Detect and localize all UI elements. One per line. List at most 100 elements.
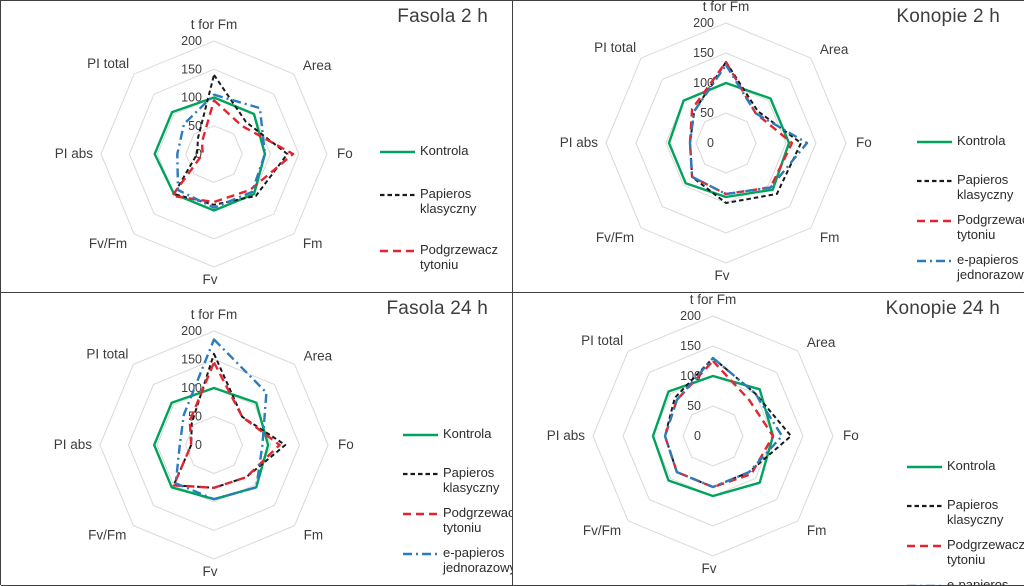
legend-label: Papieros klasyczny: [420, 186, 477, 216]
svg-text:PI abs: PI abs: [560, 135, 599, 150]
legend-label: Podgrzewacz tytoniu: [947, 537, 1024, 567]
legend: Kontrola Papieros klasyczny Podgrzewacz …: [402, 426, 513, 585]
legend: Kontrola Papieros klasyczny Podgrzewacz …: [379, 143, 512, 292]
legend-line-podgrzewacz-icon: [380, 249, 415, 253]
svg-text:50: 50: [188, 119, 202, 133]
svg-text:200: 200: [693, 16, 714, 30]
legend: Kontrola Papieros klasyczny Podgrzewacz …: [916, 133, 1024, 292]
legend: Kontrola Papieros klasyczny Podgrzewacz …: [906, 458, 1024, 586]
svg-text:PI total: PI total: [87, 56, 129, 71]
legend-line-papieros-icon: [403, 472, 438, 476]
series-line-e_papieros: [688, 63, 809, 196]
series-line-e_papieros: [663, 356, 784, 489]
legend-label: Papieros klasyczny: [443, 465, 500, 495]
svg-text:PI total: PI total: [581, 333, 623, 348]
series-line-kontrola: [152, 386, 270, 501]
panel-konopie-2h: 0 50 100 150 200 t for Fm Area Fo Fm Fv Fv/Fm PI ab…: [513, 1, 1024, 293]
legend-label: Podgrzewacz tytoniu: [420, 242, 499, 272]
svg-text:Fv: Fv: [203, 564, 218, 579]
svg-text:Fo: Fo: [337, 146, 353, 161]
svg-text:150: 150: [181, 62, 202, 76]
grid-rings: [592, 315, 834, 557]
axis-labels: t for Fm Area Fo Fm Fv Fv/Fm PI abs PI total: [54, 307, 354, 579]
svg-text:Fo: Fo: [856, 135, 872, 150]
svg-text:PI abs: PI abs: [55, 146, 94, 161]
series-line-podgrzewacz: [172, 361, 281, 490]
svg-text:Fv/Fm: Fv/Fm: [89, 236, 127, 251]
legend-item: Papieros klasyczny: [379, 186, 512, 216]
legend-label: Papieros klasyczny: [957, 172, 1014, 202]
radar-chart-konopie-2h: 0 50 100 150 200 t for Fm Area Fo Fm Fv Fv/Fm PI ab…: [560, 1, 872, 283]
legend-item: Podgrzewacz tytoniu: [402, 505, 512, 535]
legend-item: Papieros klasyczny: [402, 465, 512, 495]
panel-title: Konopie 24 h: [885, 298, 1000, 319]
legend-item: Podgrzewacz tytoniu: [379, 242, 512, 272]
legend-item: Kontrola: [379, 143, 512, 160]
series-line-podgrzewacz: [688, 60, 794, 196]
svg-text:Fm: Fm: [303, 236, 323, 251]
legend-label: Kontrola: [420, 143, 469, 158]
panel-konopie-24h: 0 50 100 150 200 t for Fm Area Fo Fm Fv Fv/Fm PI ab…: [513, 293, 1024, 586]
svg-text:Fv/Fm: Fv/Fm: [596, 230, 634, 245]
svg-text:100: 100: [693, 76, 714, 90]
legend-line-kontrola-icon: [907, 465, 942, 469]
legend-line-kontrola-icon: [917, 140, 952, 144]
legend-item: Papieros klasyczny: [906, 497, 1024, 527]
svg-text:100: 100: [181, 381, 202, 395]
legend-item: Kontrola: [916, 133, 1024, 150]
svg-text:Area: Area: [304, 348, 333, 363]
axis-labels: t for Fm Area Fo Fm Fv Fv/Fm PI abs PI total: [547, 293, 859, 576]
svg-text:Fo: Fo: [338, 437, 354, 452]
axis-labels: t for Fm Area Fo Fm Fv Fv/Fm PI abs PI total: [560, 1, 872, 283]
svg-text:200: 200: [680, 309, 701, 323]
legend-label: e-papieros jednorazowy: [957, 252, 1024, 282]
svg-text:Fv/Fm: Fv/Fm: [88, 528, 126, 543]
legend-line-papieros-icon: [380, 193, 415, 197]
svg-text:Area: Area: [807, 335, 836, 350]
legend-label: Podgrzewacz tytoniu: [443, 505, 512, 535]
legend-line-podgrzewacz-icon: [907, 544, 942, 548]
legend-item: e-papieros jednorazowy: [402, 545, 513, 575]
legend-item: Kontrola: [906, 458, 1024, 475]
svg-text:Fv/Fm: Fv/Fm: [583, 523, 621, 538]
legend-label: Kontrola: [957, 133, 1006, 148]
svg-text:PI total: PI total: [86, 346, 128, 361]
svg-text:150: 150: [693, 46, 714, 60]
legend-label: e-papieros jednorazowy: [443, 545, 513, 575]
legend-item: Podgrzewacz tytoniu: [916, 212, 1024, 242]
svg-text:Fv: Fv: [702, 561, 717, 576]
axis-labels: t for Fm Area Fo Fm Fv Fv/Fm PI abs PI total: [55, 17, 353, 287]
svg-text:150: 150: [680, 339, 701, 353]
svg-text:Fm: Fm: [304, 528, 324, 543]
legend-line-podgrzewacz-icon: [917, 219, 952, 223]
legend-label: Podgrzewacz tytoniu: [957, 212, 1024, 242]
legend-item: Papieros klasyczny: [916, 172, 1024, 202]
svg-text:50: 50: [700, 106, 714, 120]
panel-title: Fasola 2 h: [397, 6, 488, 27]
svg-text:PI total: PI total: [594, 40, 636, 55]
legend-line-papieros-icon: [917, 179, 952, 183]
radar-chart-fasola-24h: 0 50 100 150 200 t for Fm Area Fo Fm Fv Fv/Fm PI ab…: [54, 307, 354, 579]
svg-text:Area: Area: [820, 42, 849, 57]
svg-text:PI abs: PI abs: [54, 437, 93, 452]
svg-text:0: 0: [707, 136, 714, 150]
svg-text:50: 50: [687, 399, 701, 413]
panel-title: Konopie 2 h: [896, 6, 1000, 27]
svg-text:t for Fm: t for Fm: [690, 293, 737, 307]
legend-line-e-papieros-icon: [917, 259, 952, 263]
svg-text:t for Fm: t for Fm: [191, 17, 238, 32]
legend-item: e-papieros jednorazowy: [906, 577, 1024, 586]
series-line-e_papieros: [174, 338, 268, 501]
series-line-kontrola: [667, 81, 791, 199]
svg-text:100: 100: [181, 91, 202, 105]
grid-rings: [100, 40, 328, 268]
legend-line-e-papieros-icon: [403, 552, 438, 556]
series-line-e_papieros: [176, 93, 267, 209]
legend-label: e-papieros jednorazowy: [947, 577, 1009, 586]
legend-label: Papieros klasyczny: [947, 497, 1004, 527]
svg-text:200: 200: [181, 324, 202, 338]
svg-text:150: 150: [181, 353, 202, 367]
svg-text:Fm: Fm: [807, 523, 827, 538]
svg-text:0: 0: [195, 147, 202, 161]
